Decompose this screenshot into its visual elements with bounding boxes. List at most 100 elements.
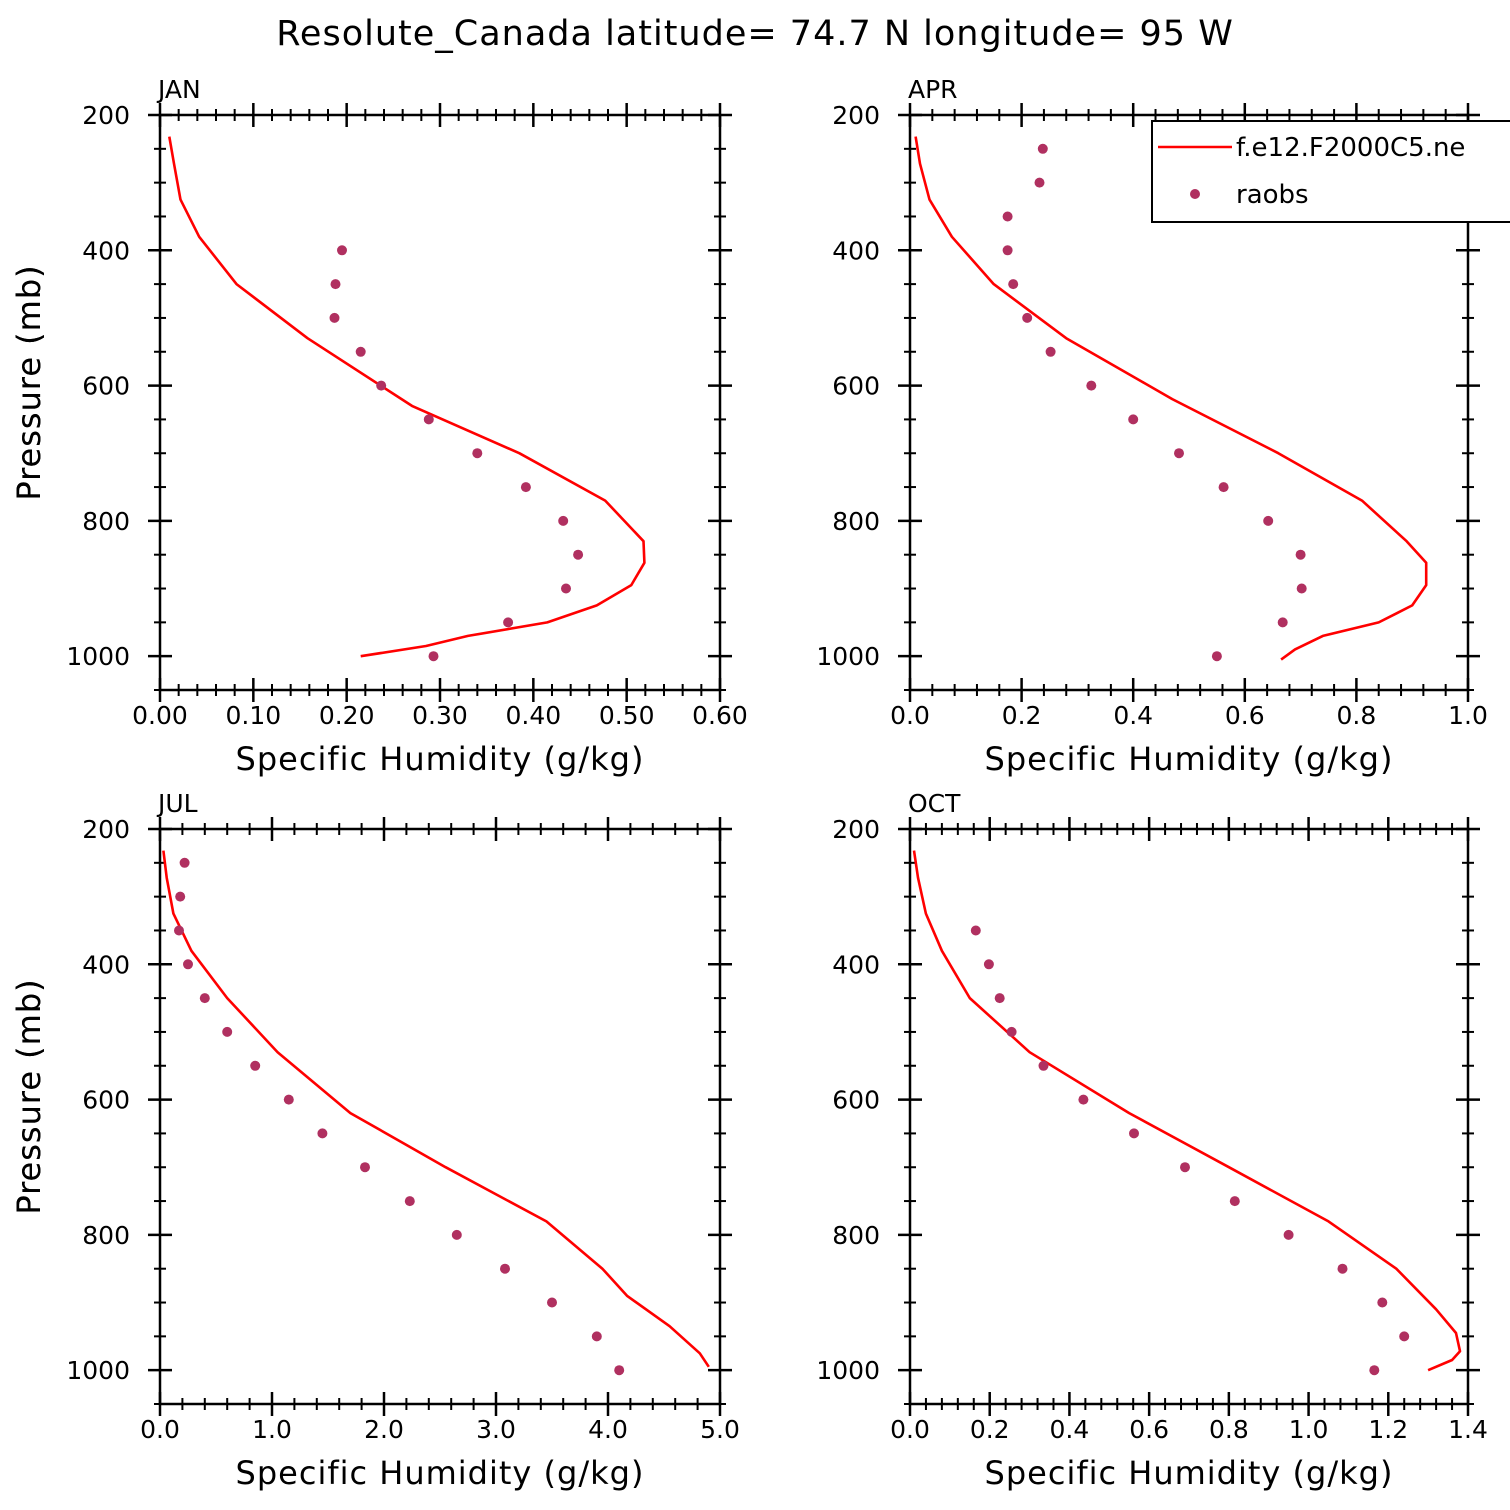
raobs-point [472,448,483,459]
y-tick-label: 800 [832,1221,880,1250]
plot-frame [158,827,722,1406]
raobs-point [174,925,184,936]
raobs-point [1229,1196,1240,1207]
y-tick-label: 200 [82,815,130,844]
raobs-point [1218,482,1229,493]
legend-obs-label: raobs [1236,180,1309,210]
panel-jan: 200 400 600 800 1000 0.00 0.10 0.20 0.30 0.40 0.50… [10,75,748,778]
raobs-point [1263,515,1274,526]
raobs-point [1034,177,1045,188]
raobs-point [428,651,439,662]
x-axis-label: Specific Humidity (g/kg) [236,1454,645,1492]
raobs-point [1180,1162,1190,1173]
x-tick-label: 0.6 [1225,701,1265,730]
series-group [914,136,1428,662]
raobs-point [183,959,193,970]
x-tick-label: 1.0 [1448,701,1488,730]
y-tick-label: 200 [832,815,880,844]
x-tick-label: 0.0 [890,701,930,730]
raobs-point [983,959,994,970]
x-tick-label: 0.50 [599,701,655,730]
raobs-point [1037,143,1048,154]
raobs-point [250,1060,261,1071]
y-tick-label: 200 [82,101,130,130]
x-axis-label: Specific Humidity (g/kg) [985,740,1394,778]
x-tick-label: 0.4 [1050,1415,1090,1444]
raobs-point [500,1263,510,1274]
plot-frame [908,113,1470,692]
raobs-point [423,414,434,425]
raobs-point [451,1229,462,1240]
raobs-point [175,891,186,902]
panel-jul: 200 400 600 800 1000 0.0 1.0 2.0 3.0 4.0 5.0 JUL Spe… [10,789,740,1492]
y-tick-label: 1000 [66,1356,130,1385]
x-tick-label: 0.30 [412,701,468,730]
raobs-point [1045,346,1056,357]
x-tick-label: 0.00 [132,701,188,730]
plot-frame [908,827,1470,1406]
panel-title: JAN [156,75,201,104]
raobs-point [179,857,190,868]
x-tick-label: 0.2 [970,1415,1010,1444]
legend-obs-swatch [1190,189,1200,199]
figure-title: Resolute_Canada latitude= 74.7 N longitu… [276,14,1234,54]
y-tick-label: 200 [832,101,880,130]
raobs-point [283,1094,294,1105]
y-tick-label: 600 [82,372,130,401]
y-tick-label: 1000 [816,642,880,671]
x-axis-label: Specific Humidity (g/kg) [236,740,645,778]
raobs-point [1211,651,1222,662]
x-tick-label: 5.0 [700,1415,740,1444]
x-tick-label: 0.40 [505,701,561,730]
raobs-point [317,1128,328,1139]
raobs-point [1078,1094,1089,1105]
x-tick-label: 3.0 [476,1415,516,1444]
panel-oct: 200 400 600 800 1000 0.0 0.2 0.4 0.6 0.8 1.0 1.2 1.4… [10,789,1488,1492]
raobs-point [1283,1229,1294,1240]
x-axis-label: Specific Humidity (g/kg) [985,1454,1394,1492]
raobs-point [1002,211,1013,222]
raobs-point [561,583,571,594]
x-tick-label: 0.20 [319,701,375,730]
y-axis-label: Pressure (mb) [10,264,48,500]
raobs-point [1377,1297,1388,1308]
y-tick-label: 600 [832,372,880,401]
model-line [162,850,710,1368]
x-tick-label: 0.8 [1337,701,1377,730]
x-tick-label: 1.0 [1289,1415,1329,1444]
panel-title: APR [908,75,958,104]
x-tick-label: 4.0 [588,1415,628,1444]
y-tick-label: 600 [832,1086,880,1115]
raobs-point [404,1196,415,1207]
x-tick-label: 1.4 [1448,1415,1488,1444]
raobs-point [547,1297,557,1308]
panels: 200 400 600 800 1000 0.00 0.10 0.20 0.30 0.40 0.50… [10,75,1510,1492]
y-tick-label: 1000 [66,642,130,671]
y-tick-label: 800 [82,1221,130,1250]
x-tick-label: 2.0 [364,1415,404,1444]
raobs-point [1022,312,1033,323]
series-group [168,136,646,662]
raobs-point [1008,279,1019,290]
y-tick-label: 400 [832,236,880,265]
y-tick-label: 800 [82,507,130,536]
raobs-point [330,279,341,290]
x-tick-label: 0.60 [692,701,748,730]
raobs-point [573,549,584,560]
series-group [162,850,710,1376]
raobs-point [1086,380,1097,391]
raobs-point [1128,414,1139,425]
x-tick-label: 0.8 [1209,1415,1249,1444]
x-tick-label: 0.6 [1129,1415,1169,1444]
raobs-point [970,925,981,936]
legend-model-label: f.e12.F2000C5.ne [1236,133,1465,163]
raobs-point [1295,549,1306,560]
raobs-point [329,312,340,323]
legend: f.e12.F2000C5.ne raobs [1151,120,1510,223]
y-axis-label: Pressure (mb) [10,978,48,1214]
model-line [914,136,1428,661]
y-tick-label: 400 [832,950,880,979]
raobs-point [360,1162,370,1173]
raobs-point [1277,617,1288,628]
